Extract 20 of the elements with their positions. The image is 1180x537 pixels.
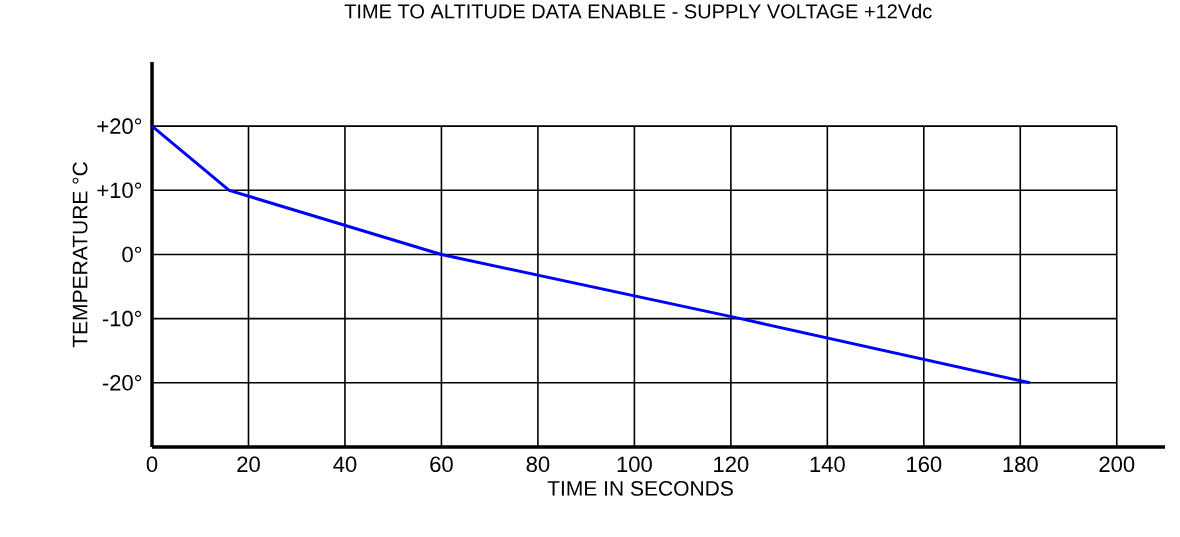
x-tick-label: 100: [617, 456, 652, 473]
chart-title: TIME TO ALTITUDE DATA ENABLE - SUPPLY VOLTAGE +12Vdc: [344, 3, 932, 19]
x-tick-label: 0: [146, 456, 158, 473]
x-tick-label: 120: [714, 456, 749, 473]
x-axis-title: TIME IN SECONDS: [547, 480, 733, 496]
x-tick-label: 160: [907, 456, 942, 473]
x-tick-label: 180: [1003, 456, 1038, 473]
line-series: [150, 124, 1032, 385]
y-axis-title: TEMPERATURE °C: [72, 162, 88, 348]
x-tick-label: 40: [333, 456, 357, 473]
x-tick-label: 20: [237, 456, 260, 473]
x-tick-label: 80: [526, 456, 550, 473]
y-tick-label: +10°: [97, 182, 142, 199]
x-tick-label: 60: [430, 456, 453, 473]
y-tick-label: -10°: [102, 310, 142, 327]
y-tick-label: 0°: [122, 246, 142, 263]
y-tick-label: +20°: [97, 118, 142, 134]
x-tick-label: 140: [810, 456, 845, 473]
y-tick-label: -20°: [102, 375, 142, 391]
x-tick-label: 200: [1099, 456, 1135, 473]
